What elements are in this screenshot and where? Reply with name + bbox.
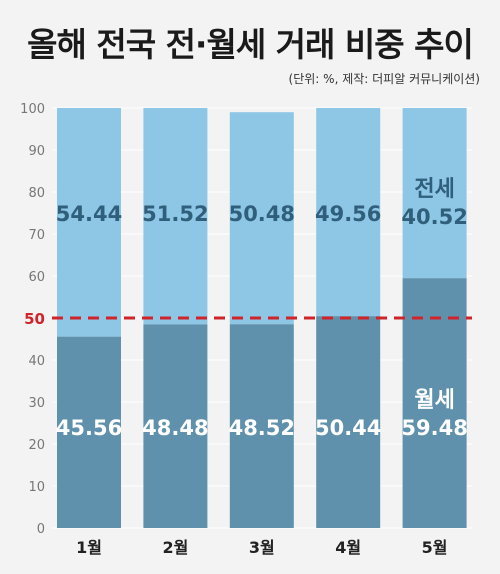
x-tick-label: 3월	[249, 538, 275, 557]
data-label-wolse: 50.44	[315, 416, 381, 440]
y-tick-label: 80	[28, 186, 45, 201]
reference-line-label: 50	[24, 310, 45, 328]
y-tick-label: 70	[28, 228, 45, 243]
bar-segment-wolse	[402, 278, 467, 528]
data-label-wolse: 48.48	[142, 416, 208, 440]
series-label-jeonse: 전세	[414, 177, 454, 202]
chart-title: 올해 전국 전·월세 거래 비중 추이	[27, 25, 474, 64]
unit-source-note: (단위: %, 제작: 더피알 커뮤니케이션)	[288, 72, 480, 86]
y-tick-label: 100	[20, 102, 45, 117]
bar-segment-jeonse	[316, 108, 381, 317]
bar-segment-jeonse	[402, 108, 467, 279]
bar-segment-jeonse	[143, 108, 208, 325]
bar-segment-wolse	[229, 324, 294, 528]
y-tick-label: 60	[28, 270, 45, 285]
y-tick-label: 30	[28, 396, 45, 411]
data-label-wolse: 59.48	[401, 416, 467, 440]
y-tick-label: 40	[28, 354, 45, 369]
bar-segment-wolse	[316, 316, 381, 528]
series-label-wolse: 월세	[414, 388, 454, 413]
bar-segment-wolse	[57, 336, 121, 528]
y-tick-label: 0	[37, 522, 45, 537]
bar-segment-jeonse	[229, 112, 294, 325]
x-tick-label: 5월	[422, 538, 448, 557]
data-label-jeonse: 50.48	[229, 202, 295, 226]
x-tick-label: 2월	[162, 538, 188, 557]
data-label-jeonse: 51.52	[142, 202, 208, 226]
data-label-jeonse: 54.44	[56, 202, 122, 226]
bar-segment-wolse	[143, 324, 208, 528]
data-label-wolse: 48.52	[229, 416, 295, 440]
data-label-jeonse: 49.56	[315, 202, 381, 226]
data-label-wolse: 45.56	[56, 416, 122, 440]
data-label-jeonse: 40.52	[401, 205, 467, 229]
y-tick-label: 90	[28, 144, 45, 159]
bar-segment-jeonse	[57, 108, 121, 337]
y-tick-label: 10	[28, 480, 45, 495]
x-tick-label: 1월	[76, 538, 102, 557]
x-tick-label: 4월	[335, 538, 361, 557]
y-tick-label: 20	[28, 438, 45, 453]
